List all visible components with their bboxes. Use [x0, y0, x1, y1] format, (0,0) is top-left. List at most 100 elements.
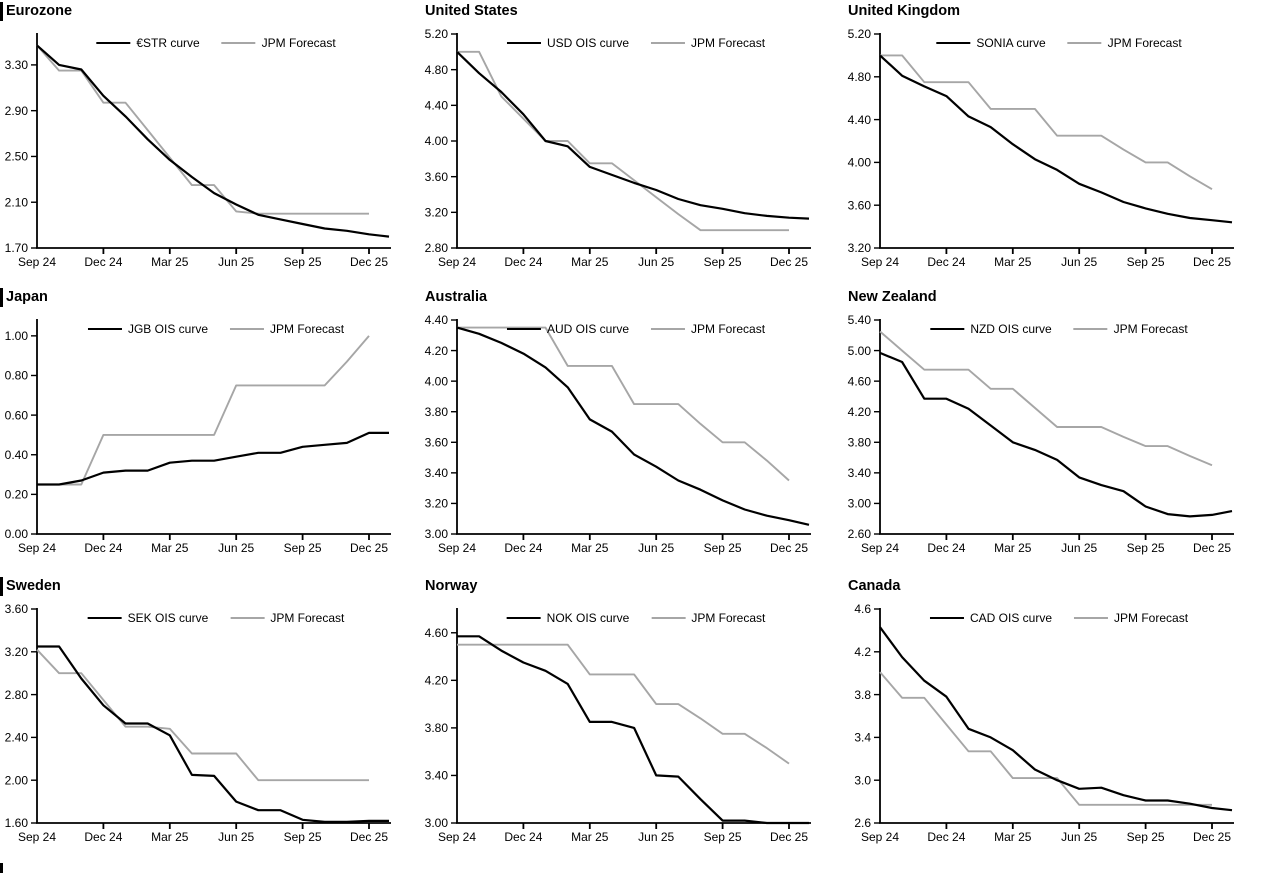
- series-line-jpm-forecast: [36, 649, 369, 782]
- chart-canvas: 2.80 3.20 3.60 4.00 4.40 4.80 5.20 Sep 24 Dec 24…: [425, 27, 811, 269]
- x-tick-label: Sep 24: [438, 541, 476, 555]
- y-tick-label: 3.80: [425, 721, 449, 735]
- x-tick-label: Sep 25: [284, 541, 322, 555]
- x-tick-label: Sep 25: [1127, 541, 1165, 555]
- legend-label: CAD OIS curve: [969, 611, 1053, 625]
- y-tick-label: 4.40: [425, 99, 449, 113]
- series-line-jpm-forecast: [457, 50, 789, 232]
- series-line-cad-ois-curve: [879, 626, 1233, 812]
- chart-panel-norway: Norway NOK OIS curve JPM Forecast 3.00 3.40 3…: [420, 575, 843, 865]
- chart-panel-new-zealand: New Zealand NZD OIS curve JPM Forecast 2.60…: [843, 286, 1264, 575]
- x-tick-label: Mar 25: [571, 255, 609, 269]
- series-line--str-curve: [36, 44, 390, 238]
- x-tick-label: Mar 25: [571, 541, 609, 555]
- x-tick-label: Jun 25: [1061, 255, 1097, 269]
- y-tick-label: 2.6: [854, 816, 871, 830]
- series-line-jpm-forecast: [880, 54, 1213, 191]
- x-tick-label: Sep 24: [18, 830, 56, 844]
- x-tick-label: Dec 25: [350, 830, 388, 844]
- legend-line-swatch: [87, 328, 122, 330]
- x-tick-label: Sep 24: [438, 255, 476, 269]
- x-tick-label: Sep 24: [18, 541, 56, 555]
- y-tick-label: 1.60: [5, 816, 29, 830]
- legend-item-jpm-forecast: JPM Forecast: [651, 36, 765, 50]
- x-tick-label: Dec 25: [770, 830, 808, 844]
- legend-line-swatch: [1067, 42, 1102, 44]
- legend-item-jpm-forecast: JPM Forecast: [230, 322, 344, 336]
- x-tick-label: Jun 25: [638, 255, 674, 269]
- x-tick-label: Dec 24: [504, 830, 542, 844]
- chart-title-row: Canada: [843, 577, 1264, 599]
- x-tick-label: Jun 25: [218, 830, 254, 844]
- legend-line-swatch: [96, 42, 131, 44]
- chart-title-row: United States: [420, 2, 843, 24]
- legend-label: JPM Forecast: [1107, 36, 1182, 50]
- chart-legend: AUD OIS curve JPM Forecast: [506, 322, 765, 336]
- legend-line-swatch: [651, 42, 686, 44]
- chart-canvas: 1.70 2.10 2.50 2.90 3.30 Sep 24 Dec 24 Mar 25 Ju…: [5, 33, 391, 269]
- legend-label: JPM Forecast: [270, 611, 345, 625]
- x-tick-label: Dec 24: [927, 830, 965, 844]
- legend-item-nzd-ois-curve: NZD OIS curve: [930, 322, 1052, 336]
- x-tick-label: Mar 25: [994, 541, 1032, 555]
- chart-canvas: 3.00 3.40 3.80 4.20 4.60 Sep 24 Dec 24 Mar 25 Ju…: [425, 608, 811, 844]
- y-tick-label: 3.80: [425, 405, 449, 419]
- y-tick-label: 4.60: [848, 374, 872, 388]
- chart-title-row: United Kingdom: [843, 2, 1264, 24]
- legend-line-swatch: [506, 617, 541, 619]
- chart-canvas: 0.00 0.20 0.40 0.60 0.80 1.00 Sep 24 Dec 24 Mar …: [5, 319, 391, 555]
- x-tick-label: Sep 24: [861, 830, 899, 844]
- x-tick-label: Jun 25: [218, 541, 254, 555]
- legend-label: NZD OIS curve: [970, 322, 1052, 336]
- series-line-aud-ois-curve: [456, 326, 810, 526]
- series-line-jpm-forecast: [37, 335, 370, 486]
- series-line-nzd-ois-curve: [879, 351, 1233, 518]
- y-tick-label: 0.40: [5, 448, 29, 462]
- y-tick-label: 4.2: [854, 645, 871, 659]
- chart-legend: SEK OIS curve JPM Forecast: [87, 611, 345, 625]
- chart-title: United States: [425, 3, 518, 19]
- y-tick-label: 3.0: [854, 773, 871, 787]
- y-tick-label: 4.40: [425, 313, 449, 327]
- chart-plot-area: €STR curve JPM Forecast 1.70 2.10 2.50 2.90 3.…: [0, 24, 420, 282]
- chart-plot-area: NZD OIS curve JPM Forecast 2.60 3.00 3.40 3.8…: [843, 310, 1264, 568]
- legend-item-jgb-ois-curve: JGB OIS curve: [87, 322, 208, 336]
- chart-legend: SONIA curve JPM Forecast: [936, 36, 1182, 50]
- legend-item-sek-ois-curve: SEK OIS curve: [87, 611, 208, 625]
- x-tick-label: Mar 25: [571, 830, 609, 844]
- y-tick-label: 3.40: [425, 466, 449, 480]
- x-tick-label: Dec 24: [927, 255, 965, 269]
- chart-plot-area: AUD OIS curve JPM Forecast 3.00 3.20 3.40 3.6…: [420, 310, 843, 568]
- chart-title: Eurozone: [6, 3, 73, 19]
- legend-line-swatch: [936, 42, 971, 44]
- y-tick-label: 5.40: [848, 313, 872, 327]
- legend-item-aud-ois-curve: AUD OIS curve: [506, 322, 629, 336]
- legend-label: NOK OIS curve: [546, 611, 630, 625]
- x-tick-label: Jun 25: [638, 541, 674, 555]
- legend-label: JPM Forecast: [270, 322, 345, 336]
- chart-canvas: 1.60 2.00 2.40 2.80 3.20 3.60 Sep 24 Dec 24 Mar …: [5, 602, 391, 844]
- y-tick-label: 3.00: [848, 497, 872, 511]
- chart-title-row: Australia: [420, 288, 843, 310]
- y-tick-label: 3.00: [425, 816, 449, 830]
- chart-title: Norway: [425, 578, 478, 594]
- y-tick-label: 4.60: [425, 626, 449, 640]
- y-tick-label: 2.50: [5, 150, 29, 164]
- x-tick-label: Dec 24: [84, 830, 122, 844]
- chart-title: New Zealand: [848, 289, 937, 305]
- chart-plot-area: USD OIS curve JPM Forecast 2.80 3.20 3.60 4.0…: [420, 24, 843, 282]
- series-line-sonia-curve: [879, 54, 1233, 224]
- chart-legend: JGB OIS curve JPM Forecast: [87, 322, 344, 336]
- legend-item-jpm-forecast: JPM Forecast: [1073, 322, 1188, 336]
- series-line-nok-ois-curve: [457, 635, 809, 825]
- legend-label: SONIA curve: [976, 36, 1046, 50]
- x-tick-label: Mar 25: [994, 830, 1032, 844]
- x-tick-label: Dec 25: [350, 255, 388, 269]
- legend-line-swatch: [1074, 617, 1109, 619]
- y-tick-label: 3.40: [848, 466, 872, 480]
- x-tick-label: Sep 25: [1127, 830, 1165, 844]
- chart-legend: €STR curve JPM Forecast: [96, 36, 336, 50]
- y-tick-label: 3.60: [5, 602, 29, 616]
- y-tick-label: 3.20: [5, 645, 29, 659]
